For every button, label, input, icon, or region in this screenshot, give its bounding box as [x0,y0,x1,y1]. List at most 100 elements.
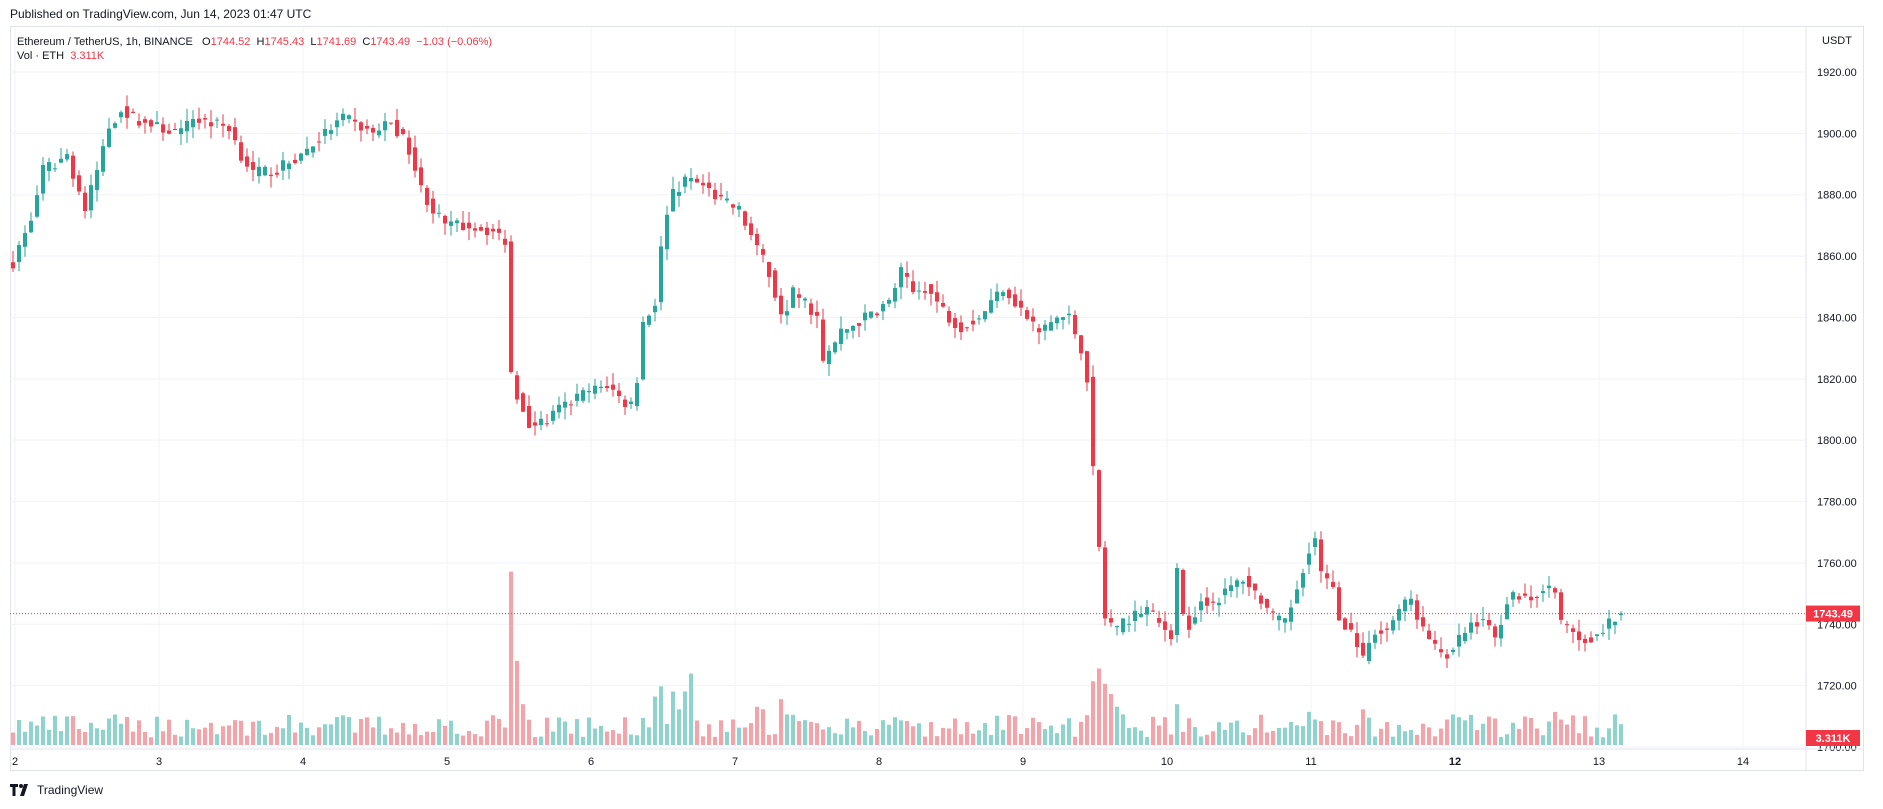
volume-bar [53,715,57,745]
candle-body [119,112,123,118]
candle-body [293,159,297,163]
x-tick-label: 14 [1737,756,1749,768]
volume-bar [1331,720,1335,745]
candle-body [221,123,225,126]
volume-bar [1067,718,1071,745]
candle-body [1169,630,1173,639]
last-volume-label: 3.311K [1816,733,1851,745]
volume-bar [173,734,177,745]
candle-body [1001,292,1005,297]
volume-bar [185,719,189,745]
candle-body [1283,618,1287,623]
volume-bar [347,717,351,745]
candle-body [629,401,633,405]
volume-bar [923,736,927,745]
candle-body [599,386,603,389]
candle-body [179,128,183,135]
volume-bar [593,728,597,745]
volume-bar [1313,719,1317,745]
volume-bar [611,730,615,745]
candle-body [1565,624,1569,626]
volume-bar [107,718,111,745]
volume-bar [1391,736,1395,745]
candle-body [1367,642,1371,662]
volume-bar [1613,714,1617,745]
y-tick-label: 1880.00 [1817,190,1857,202]
volume-bar [1139,730,1143,745]
candle-body [11,262,15,269]
volume-bar [227,725,231,745]
volume-bar [545,717,549,745]
volume-bar [1133,727,1137,745]
candle-body [71,155,75,179]
volume-bar [1199,736,1203,745]
volume-bar [719,720,723,745]
volume-bar [1301,726,1305,745]
candle-body [1091,376,1095,467]
candle-body [1457,634,1461,647]
footer-brand[interactable]: TradingView [10,783,103,797]
volume-bar [329,724,333,745]
volume-bar [275,726,279,745]
candle-body [725,198,729,201]
volume-bar [137,720,141,745]
candle-body [1397,609,1401,621]
volume-bar [1445,719,1449,745]
candle-body [443,215,447,224]
volume-bar [833,733,837,745]
candle-body [59,158,63,163]
candle-body [1055,317,1059,324]
candle-body [593,385,597,394]
volume-bar [71,716,75,745]
volume-bar [1619,724,1623,745]
candle-body [407,137,411,155]
volume-bar [1337,722,1341,745]
volume-bar [701,736,705,745]
candle-body [863,312,867,321]
volume-bar [293,732,297,745]
candle-body [1025,310,1029,319]
candle-body [1427,630,1431,640]
candle-body [1523,593,1527,596]
candle-body [1463,632,1467,642]
candle-body [1229,585,1233,592]
volume-bar [743,727,747,745]
candle-body [1607,618,1611,629]
volume-bar [605,731,609,745]
volume-bar [1235,720,1239,745]
candle-body [539,418,543,426]
candle-body [1451,649,1455,652]
candle-body [461,222,465,231]
candle-body [545,423,549,425]
volume-bar [1469,714,1473,745]
volume-bar [953,718,957,745]
volume-bar [761,709,765,745]
candle-body [1031,316,1035,322]
legend-symbol[interactable]: Ethereum / TetherUS, 1h, BINANCE [17,36,193,48]
volume-bar [965,722,969,745]
volume-bar [959,734,963,745]
volume-bar [119,723,123,745]
legend-low-label: L [310,36,317,48]
volume-bar [1295,725,1299,745]
volume-bar [401,722,405,745]
volume-bar [1175,704,1179,745]
candle-body [815,311,819,316]
candle-body [209,122,213,127]
candle-body [515,375,519,400]
volume-bar [899,720,903,745]
candle-body [671,188,675,212]
volume-bar [77,728,81,745]
candle-body [1373,634,1377,643]
chart-frame[interactable] [10,26,1864,771]
volume-bar [371,727,375,745]
candle-body [1073,314,1077,335]
volume-bar [1037,722,1041,745]
candle-body [1481,619,1485,621]
volume-bar [1535,728,1539,745]
last-price-badge [1806,605,1860,622]
candle-body [395,119,399,137]
volume-bar [233,720,237,745]
candle-body [23,233,27,247]
